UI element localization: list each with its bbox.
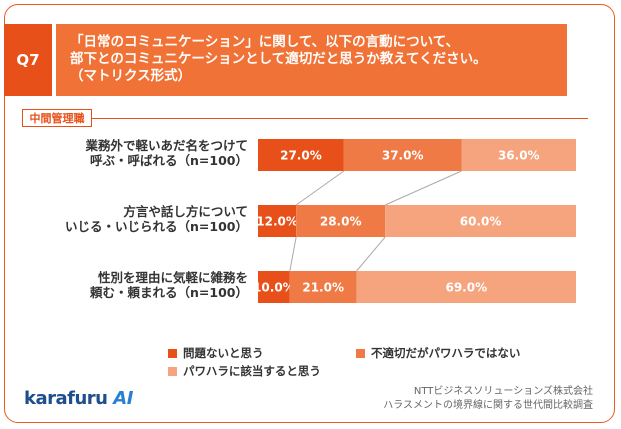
category-label: 頼む・頼まれる（n=100）: [89, 285, 248, 300]
connector-line: [356, 236, 386, 272]
data-label: 12.0%: [256, 215, 298, 229]
source-note: NTTビジネスソリューションズ株式会社 ハラスメントの境界線に関する世代間比較調…: [383, 385, 593, 413]
legend-item-0: 問題ないと思う: [168, 345, 264, 361]
segment-label: 中間管理職: [22, 109, 92, 127]
bar-segment: [461, 139, 576, 171]
data-label: 37.0%: [382, 149, 424, 163]
data-label: 27.0%: [280, 149, 322, 163]
legend-label: パワハラに該当すると思う: [183, 364, 321, 378]
category-label: 業務外で軽いあだ名をつけて: [84, 138, 248, 153]
logo-ai: AI: [113, 388, 133, 409]
question-line: 部下とのコミュニケーションとして適切だと思うか教えてください。: [70, 51, 487, 67]
source-line: ハラスメントの境界線に関する世代間比較調査: [383, 400, 593, 411]
question-text-box: 「日常のコミュニケーション」に関して、以下の言動について、 部下とのコミュニケー…: [56, 24, 567, 96]
bar-segment: [289, 271, 357, 303]
data-label: 10.0%: [253, 281, 295, 295]
legend-item-1: 不適切だがパワハラではない: [356, 345, 520, 361]
legend-swatch: [168, 348, 177, 358]
question-line: 「日常のコミュニケーション」に関して、以下の言動について、: [70, 34, 460, 50]
card-frame: [4, 4, 615, 423]
question-line: （マトリクス形式）: [70, 68, 192, 84]
legend-label: 問題ないと思う: [183, 346, 264, 360]
connector-line: [289, 236, 297, 272]
category-label: 呼ぶ・呼ばれる（n=100）: [90, 153, 248, 168]
bar-segment: [385, 205, 576, 237]
segment-divider: [92, 118, 588, 119]
bar-segment: [296, 205, 386, 237]
legend-label: 不適切だがパワハラではない: [371, 346, 521, 360]
bar-segment: [258, 271, 290, 303]
legend-swatch: [356, 348, 365, 358]
bar-segment: [258, 139, 344, 171]
bar-segment: [356, 271, 576, 303]
bar-segment: [343, 139, 462, 171]
data-label: 21.0%: [302, 281, 344, 295]
category-label: いじる・いじられる（n=100）: [65, 219, 248, 234]
connector-line: [295, 170, 345, 206]
connector-line: [384, 170, 462, 206]
legend-item-2: パワハラに該当すると思う: [168, 363, 321, 379]
data-label: 28.0%: [320, 215, 362, 229]
category-label: 性別を理由に気軽に雑務を: [97, 270, 248, 285]
source-line: NTTビジネスソリューションズ株式会社: [413, 386, 593, 397]
data-label: 36.0%: [498, 149, 540, 163]
legend-swatch: [168, 366, 177, 376]
data-label: 69.0%: [445, 281, 487, 295]
bar-segment: [258, 205, 297, 237]
category-label: 方言や話し方について: [123, 204, 248, 219]
brand-logo: karafuru AI: [24, 388, 133, 409]
logo-text: karafuru: [24, 388, 108, 409]
data-label: 60.0%: [460, 215, 502, 229]
question-number-tag: Q7: [4, 24, 52, 96]
